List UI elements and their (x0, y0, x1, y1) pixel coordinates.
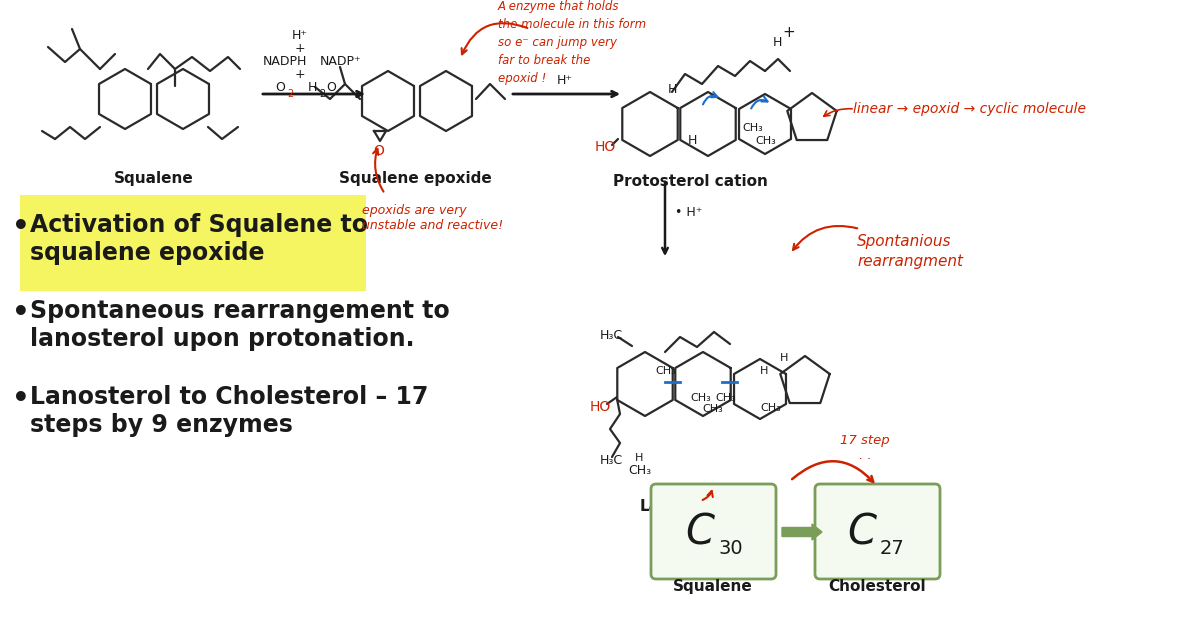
Text: CH₃: CH₃ (755, 136, 776, 146)
Text: H: H (773, 36, 782, 49)
Text: A enzyme that holds
the molecule in this form
so e⁻ can jump very
far to break t: A enzyme that holds the molecule in this… (498, 0, 646, 85)
Text: Squalene: Squalene (673, 579, 752, 594)
Text: H: H (688, 134, 697, 147)
Text: lanosterol upon protonation.: lanosterol upon protonation. (30, 327, 415, 351)
Text: 2: 2 (319, 89, 325, 99)
Text: H: H (760, 366, 768, 376)
Text: CH₃: CH₃ (702, 404, 722, 414)
Text: H: H (308, 81, 316, 94)
FancyArrow shape (782, 524, 822, 540)
FancyBboxPatch shape (20, 195, 367, 291)
Text: HO: HO (589, 400, 611, 414)
Text: Squalene: Squalene (114, 171, 194, 186)
Text: $C$: $C$ (684, 511, 715, 553)
Text: H⁺: H⁺ (557, 74, 573, 87)
Text: O: O (374, 144, 385, 158)
Text: steps by 9 enzymes: steps by 9 enzymes (30, 413, 292, 437)
Text: •: • (12, 299, 30, 327)
Text: O: O (326, 81, 335, 94)
Text: Squalene epoxide: Squalene epoxide (339, 171, 491, 186)
Text: O: O (276, 81, 285, 94)
Text: 30: 30 (718, 540, 743, 559)
Text: CH₃: CH₃ (690, 393, 710, 403)
Text: CH₃: CH₃ (742, 123, 763, 133)
Text: •: • (12, 213, 30, 241)
Text: $C$: $C$ (847, 511, 877, 553)
FancyBboxPatch shape (651, 484, 776, 579)
Text: CH₃: CH₃ (655, 366, 676, 376)
Text: H₃C: H₃C (600, 454, 623, 467)
Text: Spontaneous rearrangement to: Spontaneous rearrangement to (30, 299, 449, 323)
Text: 2: 2 (288, 89, 294, 99)
FancyBboxPatch shape (815, 484, 940, 579)
Text: epoxids are very
unstable and reactive!: epoxids are very unstable and reactive! (362, 204, 503, 232)
Text: H: H (780, 353, 788, 363)
Text: NADPH: NADPH (262, 55, 307, 68)
Text: HO: HO (595, 140, 616, 154)
Text: +: + (295, 42, 305, 55)
Text: +: + (782, 25, 794, 40)
Text: Lanosterol: Lanosterol (640, 499, 731, 514)
Text: CH₃: CH₃ (760, 403, 781, 413)
Text: H: H (635, 453, 643, 463)
Text: • H⁺: • H⁺ (674, 206, 702, 219)
Text: Cholesterol: Cholesterol (828, 579, 926, 594)
Text: H: H (668, 83, 677, 96)
Text: H⁺: H⁺ (292, 29, 308, 42)
Text: •: • (12, 385, 30, 413)
Text: +: + (295, 68, 305, 81)
Text: CH₃: CH₃ (715, 393, 736, 403)
Text: 27: 27 (881, 540, 904, 559)
Text: Activation of Squalene to: Activation of Squalene to (30, 213, 368, 237)
Text: NADP⁺: NADP⁺ (320, 55, 362, 68)
Text: 17 step
. .: 17 step . . (840, 434, 890, 462)
Text: H₃C: H₃C (600, 329, 623, 342)
Text: Protosterol cation: Protosterol cation (612, 174, 768, 189)
Text: Lanosterol to Cholesterol – 17: Lanosterol to Cholesterol – 17 (30, 385, 429, 409)
Text: linear → epoxid → cyclic molecule: linear → epoxid → cyclic molecule (853, 102, 1087, 116)
Text: squalene epoxide: squalene epoxide (30, 241, 265, 265)
Text: CH₃: CH₃ (628, 464, 652, 477)
Text: Spontanious
rearrangment: Spontanious rearrangment (857, 234, 963, 269)
